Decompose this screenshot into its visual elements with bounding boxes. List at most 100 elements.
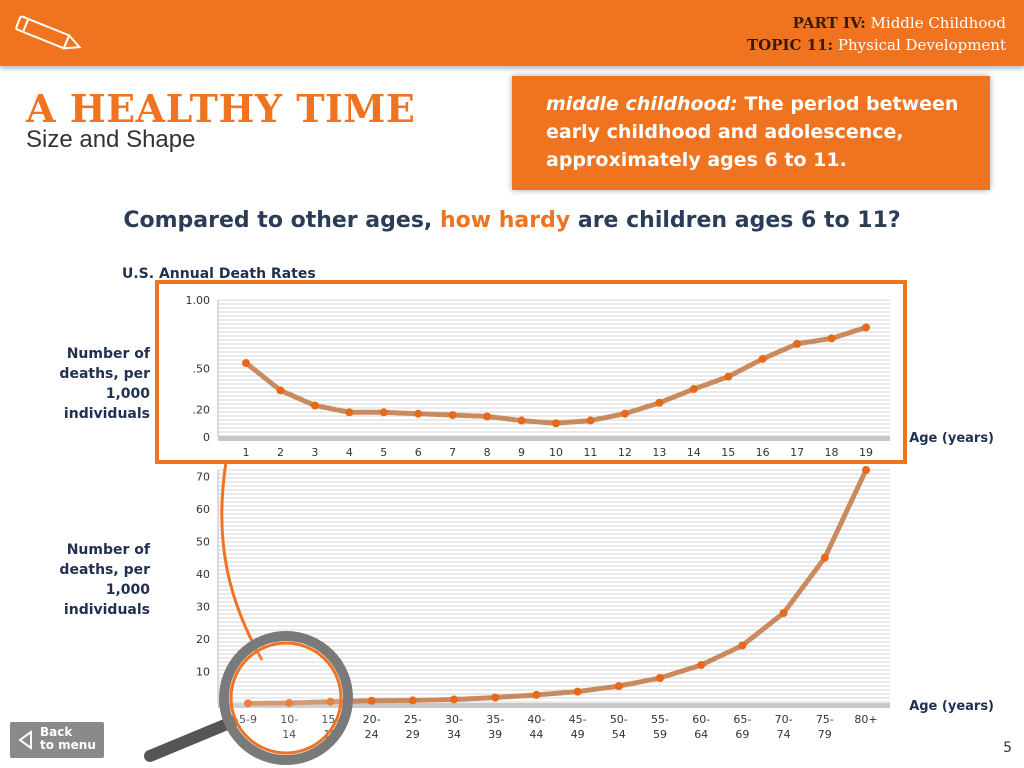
chart2-x-axis: [218, 703, 890, 708]
chart1-data-point: [242, 359, 250, 368]
chart1-data-point: [345, 408, 354, 417]
chart2-xtick-label: 40-44: [527, 713, 545, 741]
chart2-data-point: [697, 661, 706, 669]
chart2-xtick-label: 65-69: [733, 713, 751, 741]
chart2-xtick-label: 75-79: [816, 713, 834, 741]
chart1-xtick-label: 17: [790, 446, 804, 459]
chart2-xtick-label: 30-34: [445, 713, 463, 741]
chart2-data-point: [244, 699, 252, 708]
chart1-data-point: [827, 334, 836, 343]
chart1-ytick-label: 1.00: [186, 294, 211, 307]
chart1-xtick-label: 7: [449, 446, 456, 459]
chart2-data-point: [285, 699, 294, 708]
chart1-xtick-label: 16: [756, 446, 770, 459]
definition-box: middle childhood: The period between ear…: [512, 76, 990, 190]
chart2-data-point: [862, 466, 870, 474]
chart1-data-point: [276, 386, 285, 395]
chart2-xtick-label: 60-64: [692, 713, 710, 741]
page-title: A HEALTHY TIME: [26, 86, 416, 131]
chart1-data-point: [620, 409, 629, 418]
part-key: PART IV:: [792, 14, 866, 32]
chart1-series-line: [243, 324, 869, 426]
magnifier-connector: [220, 461, 264, 661]
chart2-data-point: [408, 696, 417, 705]
chart2-xtick-label: 5-9: [239, 713, 257, 726]
question-after: are children ages 6 to 11?: [577, 208, 901, 233]
chart1-data-point: [586, 416, 595, 425]
chart1-data-point: [862, 323, 870, 332]
question-highlight: how hardy: [439, 208, 571, 233]
chart1-data-point: [448, 411, 457, 420]
header-banner: PART IV: Middle Childhood TOPIC 11: Phys…: [0, 0, 1024, 66]
chart2-xlabel: Age (years): [909, 699, 994, 714]
magnifier-handle: [144, 716, 238, 762]
chart1-data-point: [758, 354, 767, 363]
page-subtitle: Size and Shape: [26, 126, 196, 153]
chart1-xtick-label: 10: [549, 446, 563, 459]
chart2-ytick-label: 10: [196, 666, 210, 679]
chart1-xtick-label: 13: [652, 446, 666, 459]
chart1-xtick-label: 8: [484, 446, 491, 459]
question-before: Compared to other ages,: [123, 208, 433, 233]
back-label-line2: to menu: [40, 738, 96, 752]
chart1-data-point: [414, 409, 423, 418]
chart1-data-point: [724, 372, 733, 381]
chart1-xlabel: Age (years): [909, 431, 994, 446]
chart1-xtick-label: 3: [311, 446, 318, 459]
chart2-data-point: [491, 693, 500, 702]
chart2-data-point: [326, 697, 335, 706]
chart2-ylabel: Number of deaths, per 1,000 individuals: [59, 542, 150, 618]
question-heading: Compared to other ages, how hardy are ch…: [0, 208, 1024, 233]
back-label-line1: Back: [40, 725, 73, 739]
banner-topic: PART IV: Middle Childhood TOPIC 11: Phys…: [747, 12, 1006, 56]
magnifier-highlight-ring: [229, 641, 343, 755]
chart2-data-point: [573, 687, 582, 696]
page-number: 5: [1003, 740, 1012, 756]
chart1-x-axis: [218, 436, 890, 441]
back-to-menu-button[interactable]: Back to menu: [10, 722, 104, 758]
chart1-data-point: [517, 416, 526, 425]
chart1-data-point: [552, 419, 560, 428]
chart1-data-point: [310, 401, 319, 410]
back-arrow-icon: [18, 730, 32, 750]
chart2-xtick-label: 50-54: [610, 713, 628, 741]
part-value: Middle Childhood: [870, 14, 1006, 32]
chart2-xtick-label: 55-59: [651, 713, 669, 741]
chart2-ytick-label: 40: [196, 568, 210, 581]
chart1-title: U.S. Annual Death Rates: [122, 266, 316, 282]
definition-term: middle childhood:: [546, 93, 738, 115]
chart2-xtick-label: 70-74: [775, 713, 793, 741]
chart1-xtick-label: 12: [618, 446, 632, 459]
chart2-data-point: [450, 695, 458, 704]
magnifier-lens-icon: [219, 631, 353, 765]
chart1-xtick-label: 6: [415, 446, 422, 459]
chart2-ytick-label: 20: [196, 633, 210, 646]
chart2-data-point: [738, 641, 747, 650]
pencil-icon: [15, 15, 82, 50]
chart1-data-point: [379, 408, 388, 417]
chart1-highlight-frame: [155, 280, 907, 464]
chart2-ytick-label: 30: [196, 601, 210, 614]
chart2-data-point: [779, 609, 788, 617]
chart1-xtick-label: 15: [721, 446, 735, 459]
chart2-xtick-label: 25-29: [404, 713, 422, 741]
chart2-xtick-label: 10-14: [280, 713, 298, 741]
chart2-xtick-label: 20-24: [363, 713, 381, 741]
chart2-ytick-label: 60: [196, 503, 210, 516]
chart2-xtick-label: 80+: [854, 713, 877, 726]
chart2-data-point: [532, 690, 541, 699]
chart1-xtick-label: 2: [277, 446, 284, 459]
chart1-ytick-label: 0: [203, 431, 210, 444]
chart1-data-point: [655, 398, 664, 407]
chart1-xtick-label: 14: [687, 446, 701, 459]
chart1-xtick-label: 1: [243, 446, 250, 459]
chart1-data-point: [793, 339, 802, 348]
chart1-ytick-label: .20: [193, 404, 211, 417]
chart2-data-point: [656, 674, 664, 682]
chart2-data-point: [820, 553, 829, 562]
back-button-label: Back to menu: [40, 726, 96, 752]
chart1-xtick-label: 18: [825, 446, 839, 459]
definition-body: The period between early childhood and a…: [546, 93, 959, 171]
chart1-xtick-label: 19: [859, 446, 873, 459]
